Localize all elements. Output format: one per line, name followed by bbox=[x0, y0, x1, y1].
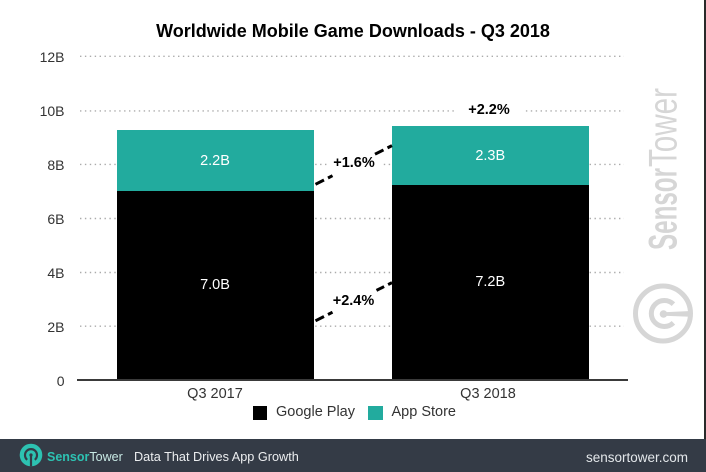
svg-text:Sensor: Sensor bbox=[642, 168, 686, 250]
svg-text:Tower: Tower bbox=[642, 88, 686, 167]
